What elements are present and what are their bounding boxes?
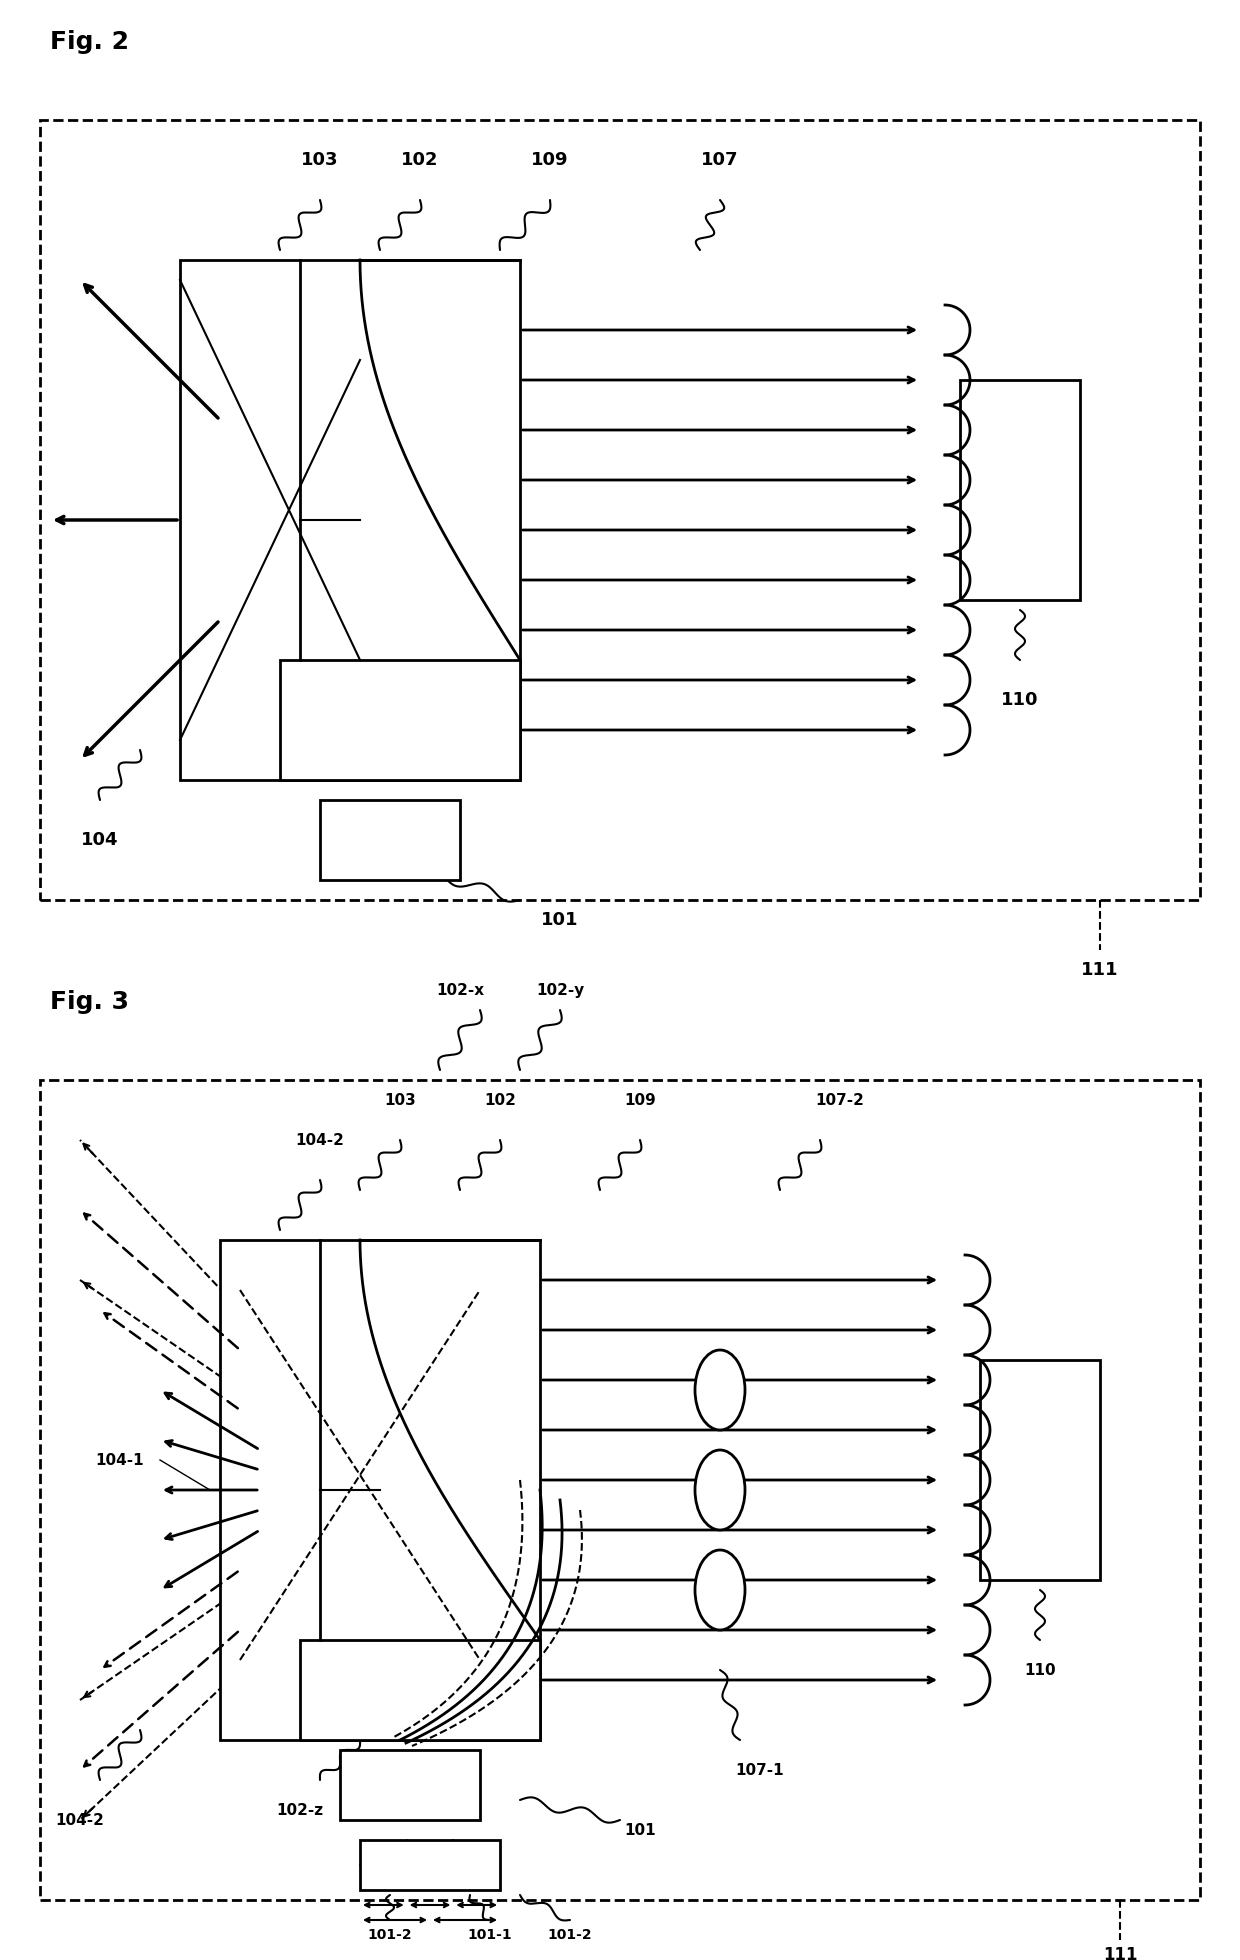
Text: 103: 103 xyxy=(301,151,339,169)
Text: 110: 110 xyxy=(1001,692,1039,710)
Bar xyxy=(40,120,1200,900)
Text: 104: 104 xyxy=(82,831,119,849)
Text: 107-1: 107-1 xyxy=(735,1762,785,1778)
Bar xyxy=(360,1840,500,1889)
Text: 102-x: 102-x xyxy=(436,982,484,998)
Bar xyxy=(340,1750,480,1821)
Text: 102: 102 xyxy=(484,1092,516,1107)
Text: 104-1: 104-1 xyxy=(95,1452,144,1468)
Text: 104-2: 104-2 xyxy=(56,1813,104,1827)
Ellipse shape xyxy=(694,1450,745,1531)
Text: 109: 109 xyxy=(531,151,569,169)
Text: 102: 102 xyxy=(402,151,439,169)
Text: 110: 110 xyxy=(1024,1662,1055,1678)
Bar xyxy=(40,1080,1200,1899)
Text: 102-z: 102-z xyxy=(277,1803,324,1817)
Text: 107-2: 107-2 xyxy=(816,1092,864,1107)
Bar xyxy=(219,1241,539,1740)
Text: 107: 107 xyxy=(702,151,739,169)
Text: 101: 101 xyxy=(541,911,579,929)
Text: 102-y: 102-y xyxy=(536,982,584,998)
Bar xyxy=(960,380,1080,600)
Text: 104-2: 104-2 xyxy=(295,1133,345,1147)
Bar xyxy=(280,661,520,780)
Bar xyxy=(980,1360,1100,1580)
Text: Fig. 3: Fig. 3 xyxy=(50,990,129,1013)
Ellipse shape xyxy=(694,1350,745,1431)
Text: 101: 101 xyxy=(624,1823,656,1838)
Text: 101-2: 101-2 xyxy=(368,1929,413,1942)
Bar xyxy=(320,800,460,880)
Bar xyxy=(300,1641,539,1740)
Text: 111: 111 xyxy=(1081,960,1118,978)
Text: 103: 103 xyxy=(384,1092,415,1107)
Ellipse shape xyxy=(694,1550,745,1631)
Text: 109: 109 xyxy=(624,1092,656,1107)
Text: Fig. 2: Fig. 2 xyxy=(50,29,129,55)
Text: 101-1: 101-1 xyxy=(467,1929,512,1942)
Text: 101-2: 101-2 xyxy=(548,1929,593,1942)
Bar xyxy=(180,261,520,780)
Text: 111: 111 xyxy=(1102,1946,1137,1960)
